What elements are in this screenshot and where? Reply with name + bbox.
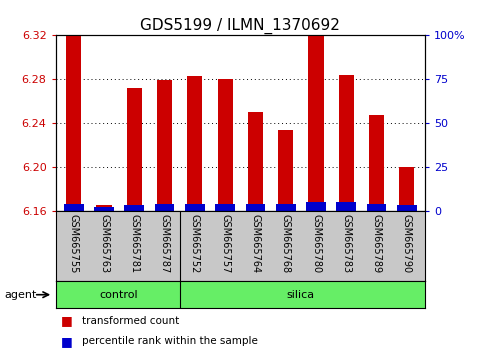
Bar xyxy=(217,79,233,211)
Text: agent: agent xyxy=(5,290,37,300)
Text: ■: ■ xyxy=(60,335,72,348)
Bar xyxy=(66,33,81,211)
Bar xyxy=(367,204,386,211)
Bar xyxy=(215,204,235,211)
Text: silica: silica xyxy=(287,290,315,300)
Text: control: control xyxy=(100,290,139,300)
Text: GSM665787: GSM665787 xyxy=(159,214,170,273)
Bar xyxy=(399,167,414,211)
Bar xyxy=(127,88,142,211)
Text: GSM665752: GSM665752 xyxy=(190,214,200,274)
Bar xyxy=(97,205,112,211)
Bar xyxy=(64,204,84,211)
Bar xyxy=(369,115,384,211)
Text: GSM665780: GSM665780 xyxy=(311,214,321,273)
Bar xyxy=(397,205,417,211)
Bar xyxy=(187,76,202,211)
Text: GSM665755: GSM665755 xyxy=(69,214,79,274)
Bar xyxy=(309,33,324,211)
Text: GSM665789: GSM665789 xyxy=(371,214,382,273)
Bar xyxy=(306,202,326,211)
Text: GSM665783: GSM665783 xyxy=(341,214,351,273)
Text: percentile rank within the sample: percentile rank within the sample xyxy=(82,336,258,346)
Bar xyxy=(245,204,265,211)
Text: GSM665763: GSM665763 xyxy=(99,214,109,273)
Bar xyxy=(339,75,354,211)
Text: ■: ■ xyxy=(60,314,72,327)
Text: GSM665768: GSM665768 xyxy=(281,214,291,273)
Text: GSM665764: GSM665764 xyxy=(251,214,260,273)
Bar xyxy=(157,80,172,211)
Bar xyxy=(155,204,174,211)
Title: GDS5199 / ILMN_1370692: GDS5199 / ILMN_1370692 xyxy=(141,18,340,34)
Text: GSM665757: GSM665757 xyxy=(220,214,230,274)
Bar xyxy=(185,204,205,211)
Text: GSM665790: GSM665790 xyxy=(402,214,412,273)
Bar xyxy=(276,204,296,211)
Bar xyxy=(94,207,114,211)
Bar xyxy=(125,205,144,211)
Text: GSM665781: GSM665781 xyxy=(129,214,139,273)
Bar xyxy=(278,130,293,211)
Bar xyxy=(248,112,263,211)
Bar xyxy=(337,202,356,211)
Text: transformed count: transformed count xyxy=(82,316,179,326)
